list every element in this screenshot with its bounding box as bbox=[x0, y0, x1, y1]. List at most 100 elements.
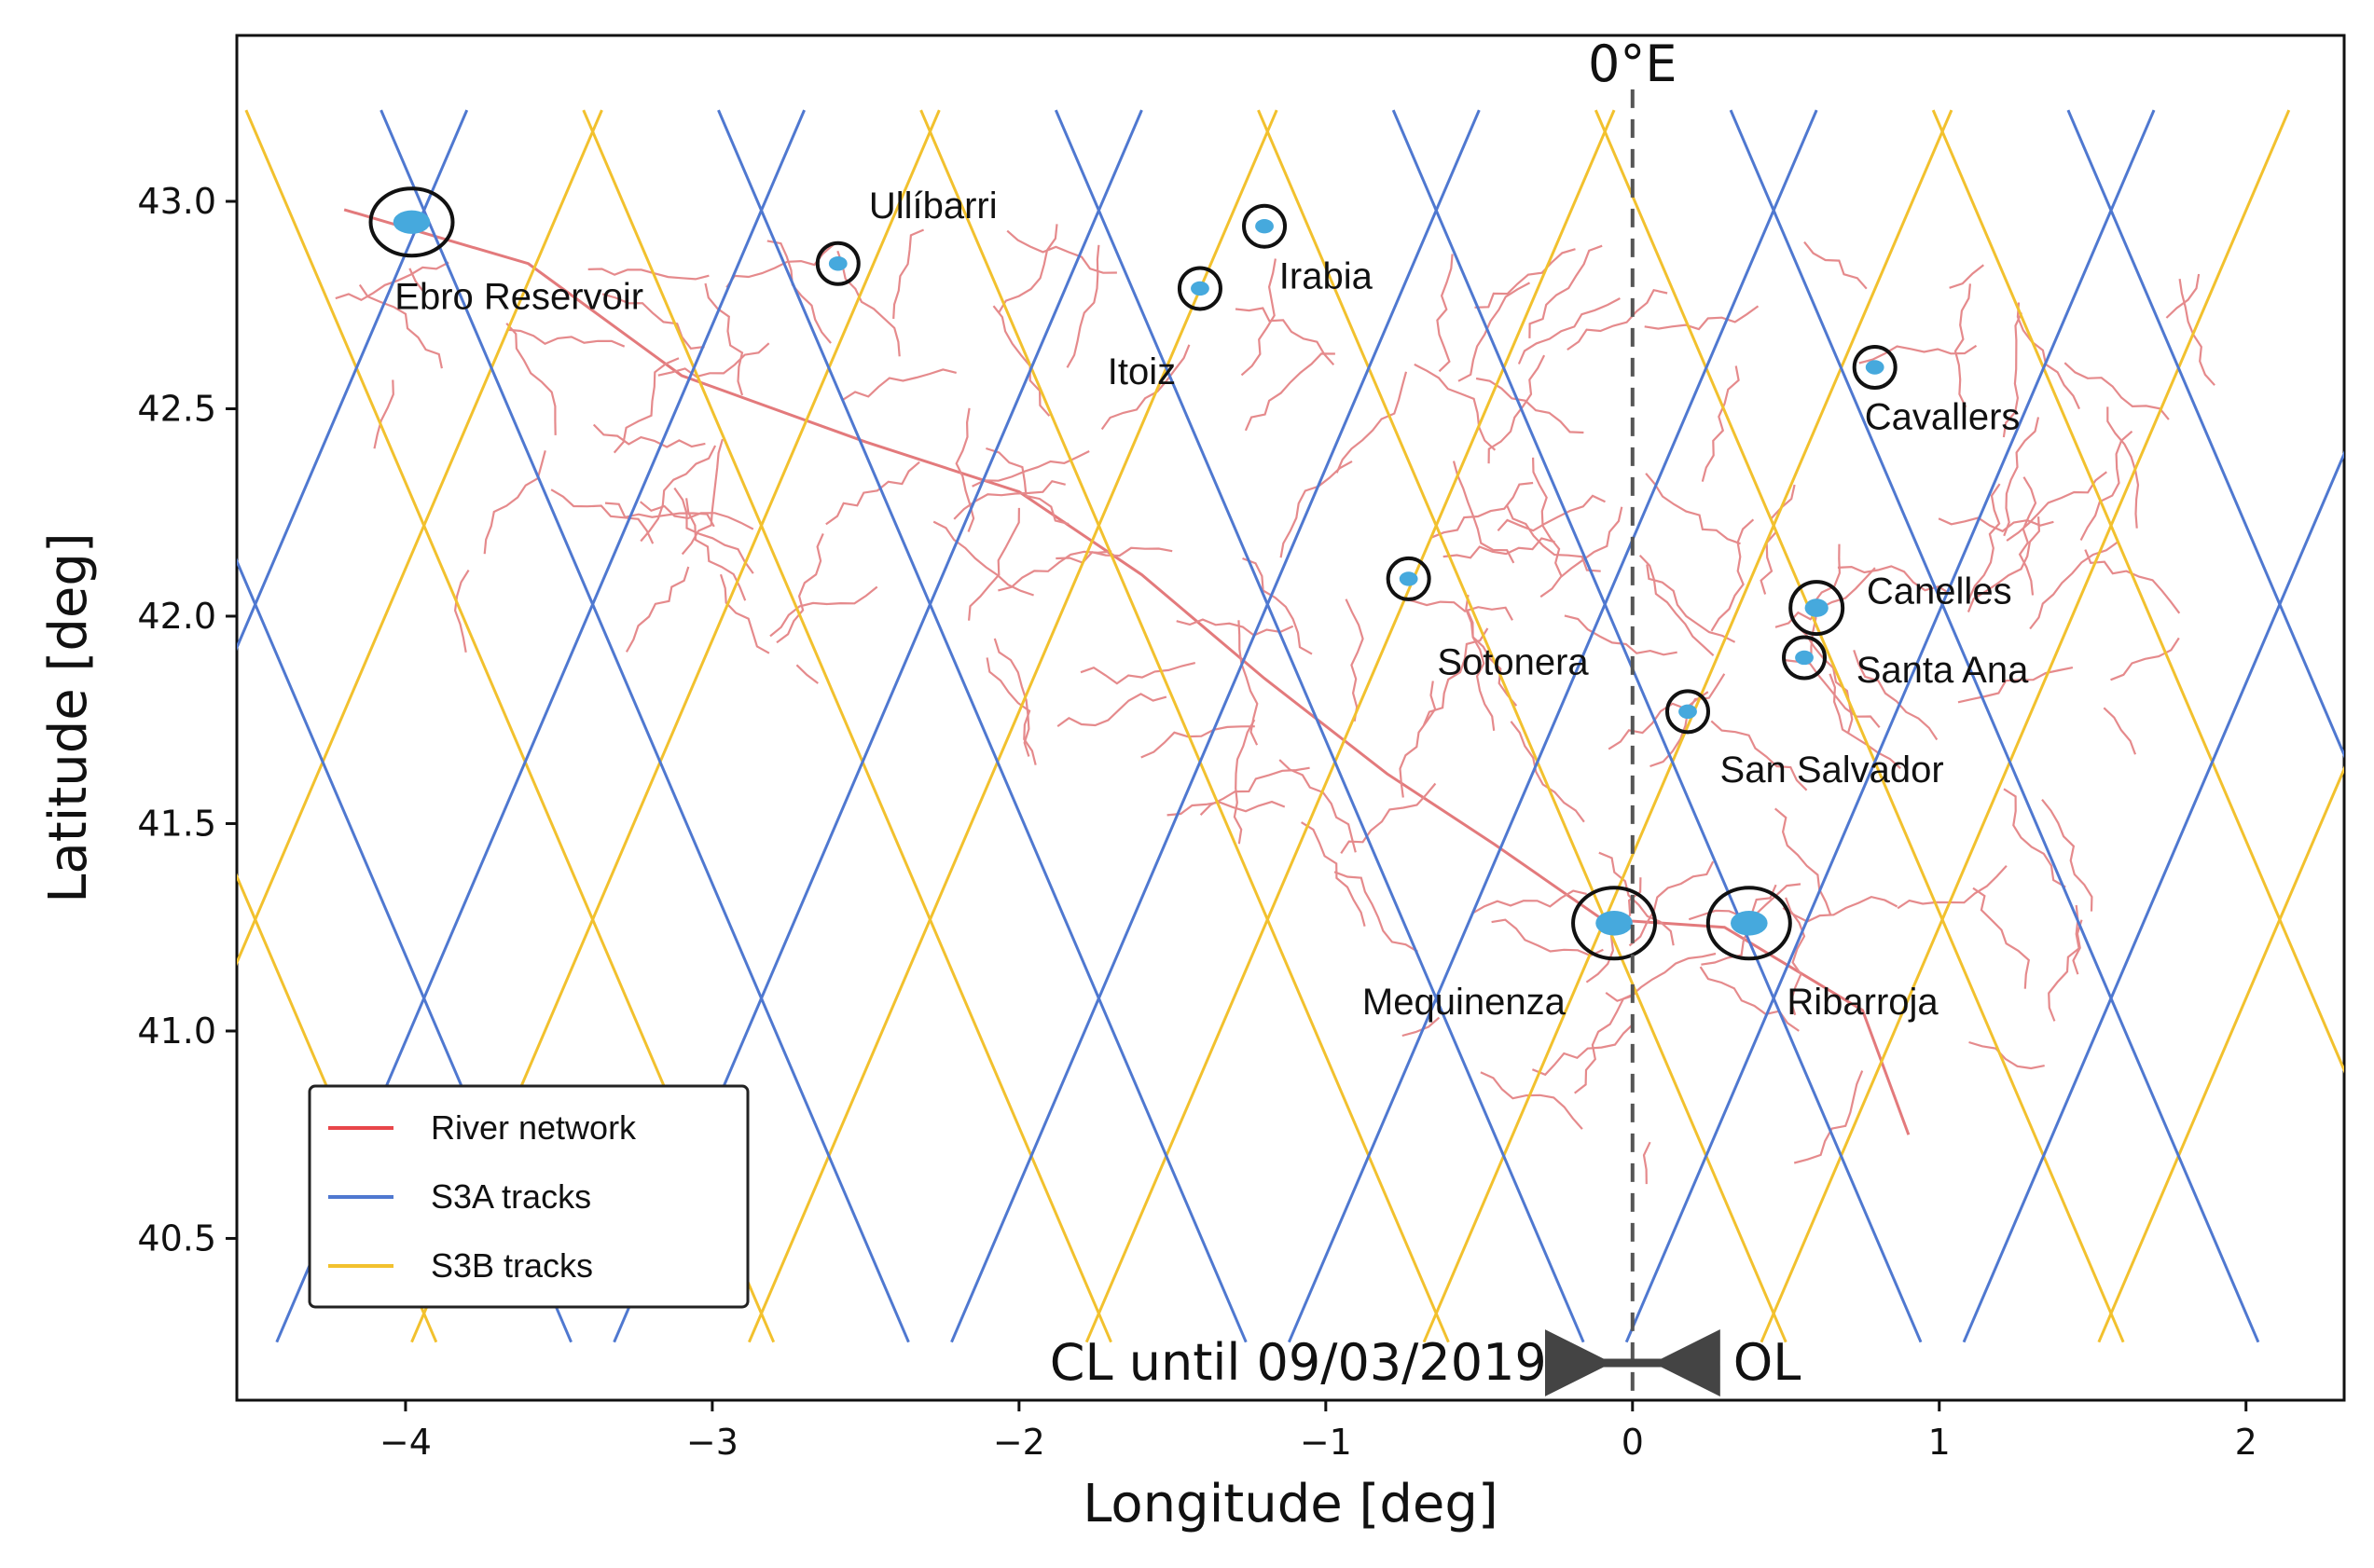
ol-mode-label: OL bbox=[1733, 1333, 1801, 1392]
y-tick-label: 41.5 bbox=[137, 803, 216, 844]
river-segment bbox=[592, 423, 706, 448]
s3a-ascending-track-7 bbox=[1962, 450, 2344, 1343]
river-segment bbox=[1574, 992, 1637, 1094]
river-segment bbox=[1782, 895, 1898, 923]
ull-barri-water-body bbox=[828, 256, 848, 271]
s3a-descending-track-6 bbox=[2066, 109, 2344, 759]
river-segment bbox=[640, 445, 717, 543]
river-segment bbox=[1506, 504, 1601, 572]
river-segment bbox=[1532, 457, 1563, 577]
s3b-ascending-track-5 bbox=[1422, 109, 1953, 1343]
cavallers-label: Cavallers bbox=[1865, 397, 2021, 438]
river-segment bbox=[1422, 627, 1489, 726]
cavallers-water-body bbox=[1865, 360, 1884, 375]
s3b-ascending-track-4 bbox=[1084, 109, 1616, 1343]
itoiz-water-body bbox=[1191, 281, 1209, 296]
y-tick-label: 43.0 bbox=[137, 181, 216, 222]
river-segment bbox=[1345, 598, 1364, 722]
canelles-water-body bbox=[1804, 598, 1829, 617]
river-segment bbox=[1430, 481, 1534, 539]
y-tick-label: 42.5 bbox=[137, 388, 216, 429]
river-segment bbox=[1644, 305, 1760, 331]
river-segment bbox=[1567, 288, 1668, 351]
san-salvador-label: San Salvador bbox=[1720, 750, 1944, 791]
river-segment bbox=[1949, 264, 1984, 289]
river-segment bbox=[1701, 365, 1740, 482]
river-segment bbox=[1080, 662, 1196, 685]
river-segment bbox=[1853, 650, 1939, 741]
river-segment bbox=[1785, 897, 1806, 1016]
x-axis-title: Longitude [deg] bbox=[1083, 1474, 1498, 1534]
river-segment bbox=[1774, 807, 1832, 916]
river-segment bbox=[505, 323, 557, 435]
s3b-descending-track-5 bbox=[1594, 109, 2125, 1343]
san-salvador-water-body bbox=[1678, 704, 1697, 720]
river-segment bbox=[1301, 821, 1366, 927]
river-segment bbox=[483, 450, 546, 555]
ebro-reservoir-label: Ebro Reservoir bbox=[394, 277, 643, 318]
river-segment bbox=[1487, 354, 1546, 464]
x-tick-label: 1 bbox=[1928, 1422, 1951, 1463]
river-segment bbox=[506, 328, 626, 348]
x-tick-label: 2 bbox=[2235, 1422, 2257, 1463]
river-segment bbox=[836, 250, 901, 357]
river-segment bbox=[673, 487, 754, 574]
river-segment bbox=[373, 379, 394, 449]
s3a-tracks-legend-label: S3A tracks bbox=[431, 1177, 591, 1216]
x-tick-label: −4 bbox=[380, 1422, 432, 1463]
s3a-ascending-track-5 bbox=[1287, 109, 1818, 1343]
s3a-ascending-track-4 bbox=[950, 109, 1481, 1343]
river-segment bbox=[1340, 782, 1437, 855]
s3b-ascending-track-7 bbox=[2097, 765, 2344, 1343]
river-segment bbox=[1710, 518, 1755, 632]
sotonera-water-body bbox=[1399, 571, 1418, 586]
s3b-ascending-track-1 bbox=[237, 109, 603, 967]
itoiz-circle-marker bbox=[1177, 266, 1222, 311]
river-segment bbox=[704, 282, 744, 396]
river-segment bbox=[997, 224, 1058, 314]
river-segment bbox=[358, 283, 443, 369]
y-tick-label: 40.5 bbox=[137, 1217, 216, 1259]
river-segment bbox=[2079, 430, 2133, 542]
river-segment bbox=[1608, 691, 1709, 750]
river-segment bbox=[587, 268, 710, 281]
river-segment bbox=[640, 501, 754, 530]
mequinenza-circle-marker bbox=[1571, 886, 1658, 961]
legend-box bbox=[308, 1084, 750, 1309]
river-segment bbox=[1491, 918, 1604, 957]
river-segment bbox=[1957, 667, 2074, 704]
river-network-legend-label: River network bbox=[431, 1108, 637, 1147]
river-segment bbox=[825, 461, 920, 526]
s3b-ascending-track-6 bbox=[1760, 109, 2291, 1343]
irabia-label: Irabia bbox=[1279, 255, 1373, 296]
river-segment bbox=[1645, 473, 1741, 545]
river-segment bbox=[1539, 506, 1623, 598]
river-segment bbox=[1497, 494, 1606, 532]
x-axis-ticks: −4 −3 −2 −1 0 1 2 bbox=[380, 1400, 2257, 1463]
main-river-line bbox=[343, 208, 1911, 1135]
sotonera-label: Sotonera bbox=[1437, 641, 1589, 682]
s3a-descending-track-3 bbox=[1054, 109, 1585, 1343]
river-segment bbox=[1465, 594, 1518, 707]
cl-mode-label: CL until 09/03/2019 bbox=[1050, 1333, 1547, 1392]
river-segment bbox=[769, 585, 878, 638]
river-segment bbox=[1436, 254, 1454, 373]
s3b-descending-track-2 bbox=[582, 109, 1112, 1343]
s3a-descending-track-2 bbox=[717, 109, 1248, 1343]
river-segment bbox=[1517, 297, 1621, 364]
river-segment bbox=[1564, 614, 1677, 656]
river-segment bbox=[1967, 516, 2041, 613]
river-segment bbox=[2165, 273, 2201, 319]
river-segment bbox=[1414, 363, 1497, 451]
s3b-descending-track-4 bbox=[1257, 109, 1787, 1343]
river-segment bbox=[1176, 618, 1294, 637]
river-segment bbox=[1335, 371, 1408, 474]
irabia-circle-marker bbox=[1242, 203, 1288, 249]
river-segment bbox=[1646, 564, 1736, 643]
river-segment bbox=[986, 447, 1070, 526]
legend: River network S3A tracks S3B tracks bbox=[308, 1084, 750, 1309]
river-segment bbox=[2063, 362, 2170, 420]
river-segment bbox=[1244, 352, 1335, 432]
x-tick-label: −2 bbox=[993, 1422, 1045, 1463]
river-segment bbox=[2003, 788, 2066, 888]
